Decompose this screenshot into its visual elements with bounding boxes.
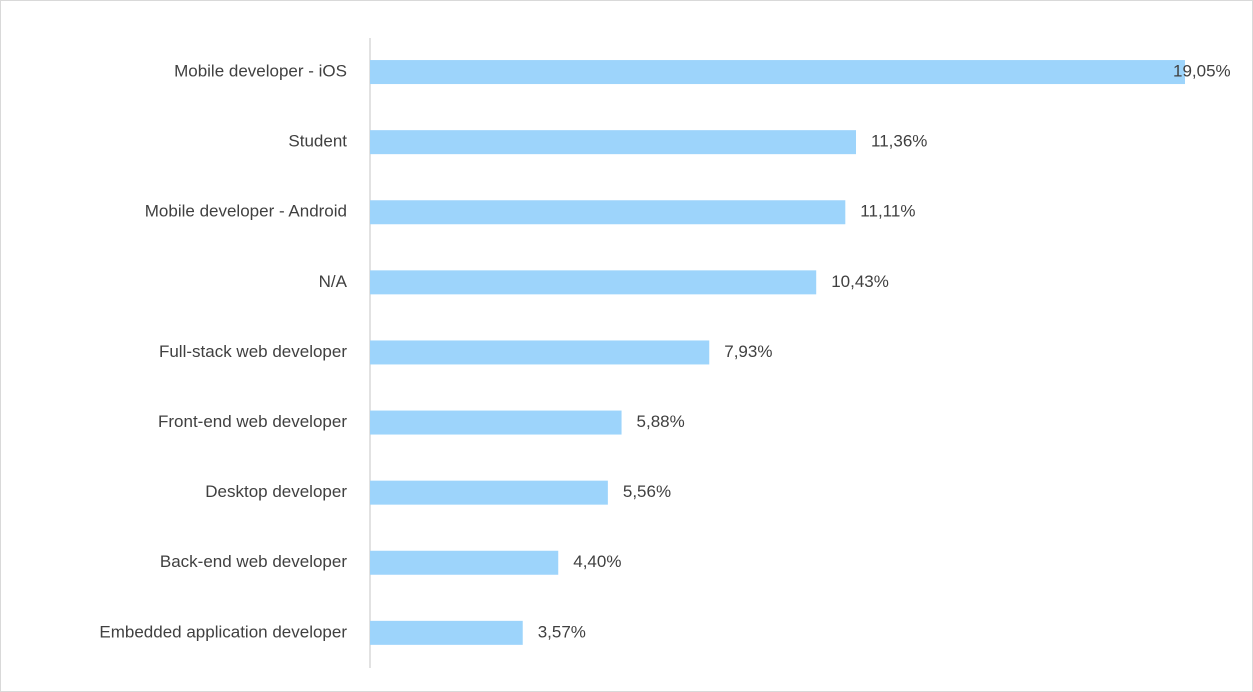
category-label: Mobile developer - Android	[145, 202, 347, 221]
bar	[370, 270, 817, 295]
bar	[370, 620, 523, 645]
value-label: 11,11%	[860, 202, 915, 221]
category-label: Mobile developer - iOS	[174, 62, 347, 81]
category-label: Student	[288, 132, 347, 151]
bar	[370, 200, 846, 225]
category-label: Embedded application developer	[99, 622, 347, 641]
value-label: 3,57%	[538, 622, 586, 641]
category-label: Back-end web developer	[160, 552, 347, 571]
value-label: 7,93%	[724, 342, 772, 361]
value-label: 5,56%	[623, 482, 671, 501]
bar	[370, 60, 1185, 85]
bar	[370, 410, 622, 435]
bar	[370, 480, 608, 505]
bar	[370, 130, 857, 155]
value-label: 10,43%	[831, 272, 889, 291]
value-label: 19,05%	[1173, 62, 1231, 81]
value-label: 5,88%	[637, 412, 685, 431]
category-label: Desktop developer	[205, 482, 347, 501]
bar	[370, 340, 710, 365]
category-label: Full-stack web developer	[159, 342, 347, 361]
category-label: Front-end web developer	[158, 412, 347, 431]
bar	[370, 550, 559, 575]
value-label: 11,36%	[871, 132, 927, 151]
category-label: N/A	[319, 272, 348, 291]
value-label: 4,40%	[573, 552, 621, 571]
